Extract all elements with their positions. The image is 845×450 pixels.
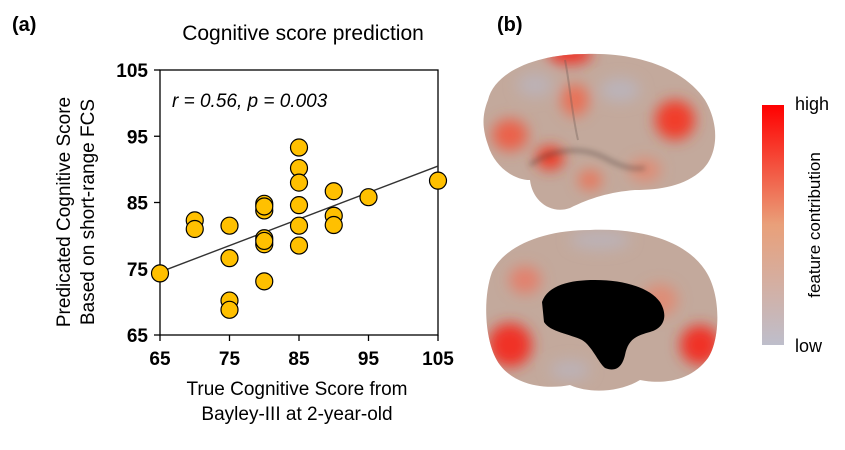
x-axis-label-line1: True Cognitive Score from	[186, 379, 407, 400]
x-axis-label-line2: Bayley-III at 2-year-old	[201, 404, 392, 425]
scatter-point	[289, 216, 309, 235]
scatter-point	[150, 264, 170, 283]
x-tick-label: 65	[149, 349, 171, 370]
scatter-point	[359, 188, 378, 207]
x-tick-label: 85	[288, 349, 310, 370]
medial-wall	[542, 280, 665, 370]
scatter-point	[255, 197, 274, 216]
x-tick-label: 105	[422, 349, 454, 370]
x-tick-label: 95	[358, 349, 380, 370]
scatter-point	[220, 216, 239, 235]
scatter-point	[324, 215, 343, 235]
scatter-point	[289, 196, 309, 215]
chart-title: Cognitive score prediction	[182, 22, 424, 45]
scatter-point	[220, 249, 239, 268]
scatter-point	[289, 138, 309, 157]
y-axis-label-line1: Predicated Cognitive Score	[54, 97, 75, 327]
colorbar: high low feature contribution	[762, 94, 829, 356]
scatter-point	[289, 173, 309, 192]
lateral-brain-view	[483, 53, 716, 210]
scatter-chart: Cognitive score prediction 65 75 85 95 105 6…	[54, 22, 454, 425]
y-tick-label: 65	[127, 326, 149, 347]
scatter-point	[255, 272, 274, 291]
scatter-point	[255, 231, 274, 251]
y-tick-label: 95	[127, 127, 149, 148]
x-tick-label: 75	[219, 349, 241, 370]
correlation-annotation: r = 0.56, p = 0.003	[172, 91, 328, 112]
medial-brain-view	[486, 229, 718, 391]
panel-label-b: (b)	[497, 14, 523, 36]
y-tick-label: 75	[127, 260, 149, 281]
colorbar-low-label: low	[795, 336, 823, 356]
colorbar-high-label: high	[795, 94, 829, 114]
y-axis-label-line2: Based on short-range FCS	[78, 99, 99, 325]
scatter-point	[428, 171, 448, 190]
brain-surface-maps	[483, 53, 718, 391]
scatter-point	[220, 300, 239, 319]
scatter-point	[324, 182, 343, 201]
y-tick-label: 85	[127, 194, 149, 215]
scatter-point	[185, 219, 204, 239]
colorbar-gradient	[762, 105, 784, 345]
y-tick-label: 105	[116, 61, 148, 82]
panel-label-a: (a)	[12, 14, 37, 36]
scatter-point	[289, 236, 309, 255]
colorbar-title: feature contribution	[805, 152, 824, 298]
